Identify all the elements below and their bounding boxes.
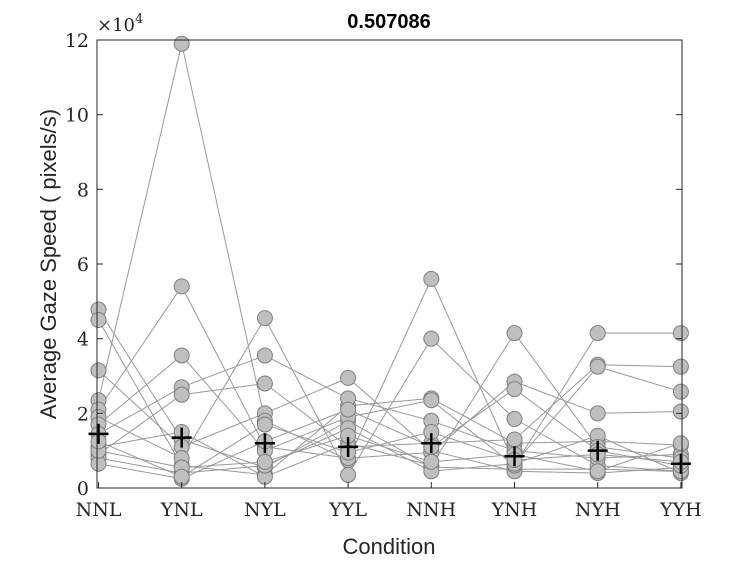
x-axis-label: Condition <box>343 534 436 559</box>
series-line-11 <box>98 366 682 474</box>
series-markers <box>90 35 689 487</box>
x-axis-ticks: NNL YNL NYL YYL NNH YNH NYH YYH <box>76 482 702 521</box>
y-multiplier-base: ×10 <box>97 15 135 36</box>
data-point <box>423 453 440 470</box>
mean-marker <box>171 427 192 448</box>
series-line-10 <box>98 364 681 455</box>
data-point <box>90 312 107 328</box>
data-point <box>589 405 606 422</box>
data-point <box>423 270 440 287</box>
chart-title: 0.507086 <box>347 11 430 33</box>
y-tick-label: 0 <box>77 478 89 500</box>
mean-marker <box>88 423 109 444</box>
y-multiplier-exponent: 4 <box>135 12 143 27</box>
series-line-1 <box>98 309 681 473</box>
series-line-2 <box>98 319 681 476</box>
data-point <box>173 35 190 52</box>
data-point <box>589 463 606 480</box>
data-point <box>173 278 190 295</box>
data-point <box>672 403 689 420</box>
series-lines <box>98 43 682 480</box>
y-tick-label: 10 <box>65 105 89 127</box>
data-point <box>173 386 190 403</box>
data-point <box>423 392 440 409</box>
series-line-14 <box>98 423 681 478</box>
series-line-6 <box>98 317 681 476</box>
series-line-5 <box>98 285 681 459</box>
y-tick-label: 2 <box>77 403 89 425</box>
mean-marker <box>587 440 608 461</box>
x-tick-label: NYH <box>575 499 621 521</box>
x-tick-label: YNH <box>491 499 538 521</box>
data-point <box>340 401 357 418</box>
data-point <box>506 431 523 448</box>
y-tick-label: 12 <box>65 30 89 52</box>
data-point <box>589 358 606 375</box>
mean-markers <box>88 423 691 474</box>
series-line-9 <box>98 332 681 478</box>
y-tick-label: 6 <box>77 254 89 276</box>
plot-frame <box>96 39 683 489</box>
series-line-12 <box>98 388 681 480</box>
mean-marker <box>421 433 442 454</box>
y-axis-ticks: 0 2 4 6 8 10 12 <box>65 30 682 500</box>
data-point <box>672 325 689 342</box>
data-point <box>589 325 606 342</box>
mean-marker <box>504 446 525 467</box>
x-tick-label: YYL <box>328 499 367 521</box>
data-point <box>672 435 689 452</box>
data-point <box>256 375 273 392</box>
series-line-7 <box>98 332 681 467</box>
mean-marker <box>338 436 359 457</box>
series-line-3 <box>98 370 681 474</box>
mean-marker <box>254 433 275 454</box>
data-point <box>256 416 273 433</box>
mean-marker <box>670 453 691 474</box>
data-point <box>90 362 107 379</box>
data-point <box>173 347 190 364</box>
x-tick-label: NNL <box>76 499 122 521</box>
data-point <box>423 330 440 347</box>
series-line-13 <box>98 435 682 472</box>
data-point <box>340 369 357 386</box>
data-point <box>672 383 689 400</box>
data-point <box>672 358 689 375</box>
x-tick-label: YYH <box>659 499 702 521</box>
data-point <box>256 347 273 364</box>
data-point <box>256 453 273 470</box>
y-tick-label: 4 <box>77 329 89 351</box>
y-tick-label: 8 <box>77 179 89 201</box>
y-axis-label: Average Gaze Speed ( pixels/s) <box>36 109 61 419</box>
x-tick-label: NYL <box>244 499 286 521</box>
x-tick-label: NNH <box>406 499 456 521</box>
data-point <box>506 381 523 398</box>
x-tick-label: YNL <box>160 499 203 521</box>
series-line-8 <box>98 354 681 459</box>
data-point <box>256 310 273 327</box>
data-point <box>506 410 523 427</box>
data-point <box>340 466 357 483</box>
y-multiplier: ×104 <box>97 12 143 36</box>
data-point <box>506 325 523 342</box>
